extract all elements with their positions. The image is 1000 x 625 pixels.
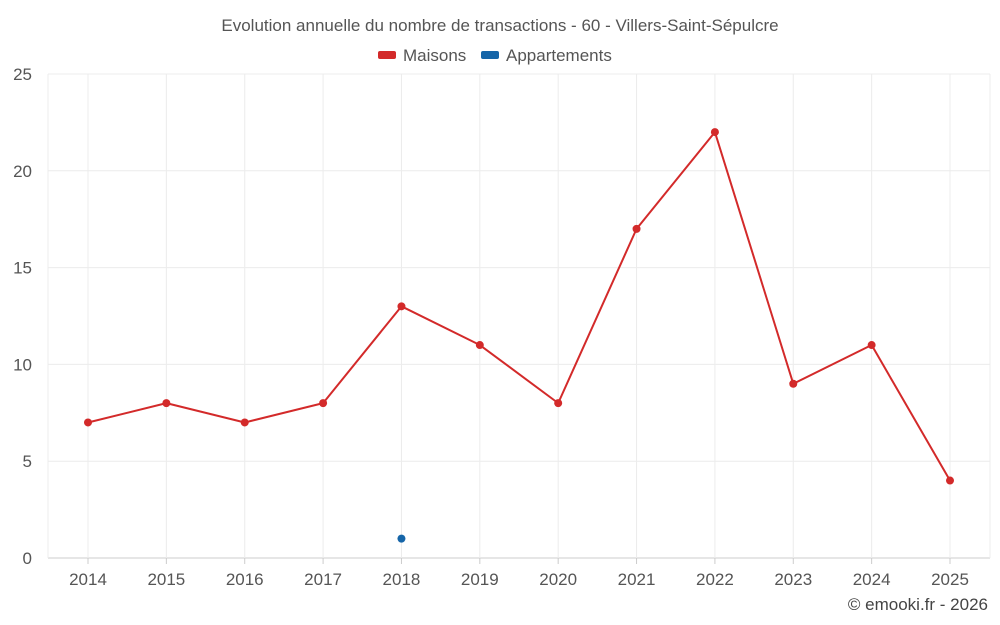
grid bbox=[47, 73, 991, 559]
series-appartements bbox=[397, 534, 406, 543]
legend-swatch-maisons bbox=[378, 51, 396, 59]
x-tick-label: 2020 bbox=[539, 570, 577, 589]
x-tick-label: 2015 bbox=[147, 570, 185, 589]
x-tick-label: 2016 bbox=[226, 570, 264, 589]
x-tick-label: 2018 bbox=[383, 570, 421, 589]
data-point-appartements-2018[interactable] bbox=[397, 534, 406, 543]
data-point-maisons-2019[interactable] bbox=[475, 341, 484, 350]
series-maisons bbox=[84, 128, 954, 485]
y-tick-label: 0 bbox=[23, 549, 32, 568]
chart-title: Evolution annuelle du nombre de transact… bbox=[221, 16, 778, 35]
legend-item-appartements[interactable]: Appartements bbox=[481, 46, 612, 65]
y-tick-label: 20 bbox=[13, 162, 32, 181]
data-point-maisons-2017[interactable] bbox=[319, 399, 328, 408]
data-point-maisons-2024[interactable] bbox=[867, 341, 876, 350]
x-tick-label: 2023 bbox=[774, 570, 812, 589]
y-tick-label: 25 bbox=[13, 65, 32, 84]
x-tick-label: 2021 bbox=[618, 570, 656, 589]
legend-label-appartements: Appartements bbox=[506, 46, 612, 65]
legend: Maisons Appartements bbox=[378, 46, 612, 65]
data-point-maisons-2020[interactable] bbox=[554, 399, 563, 408]
x-tick-label: 2017 bbox=[304, 570, 342, 589]
legend-swatch-appartements bbox=[481, 51, 499, 59]
x-tick-label: 2024 bbox=[853, 570, 891, 589]
x-tick-label: 2025 bbox=[931, 570, 969, 589]
y-tick-label: 10 bbox=[13, 355, 32, 374]
x-tick-label: 2014 bbox=[69, 570, 107, 589]
series bbox=[84, 128, 954, 543]
data-point-maisons-2014[interactable] bbox=[84, 418, 92, 427]
x-tick-label: 2019 bbox=[461, 570, 499, 589]
data-point-maisons-2022[interactable] bbox=[710, 128, 719, 137]
data-point-maisons-2025[interactable] bbox=[946, 476, 954, 485]
series-line-maisons bbox=[87, 131, 951, 482]
data-point-maisons-2016[interactable] bbox=[240, 418, 249, 427]
y-axis-ticks: 0 5 10 15 20 25 bbox=[13, 65, 32, 568]
credit-text: © emooki.fr - 2026 bbox=[848, 595, 988, 614]
data-point-maisons-2021[interactable] bbox=[632, 224, 641, 233]
legend-item-maisons[interactable]: Maisons bbox=[378, 46, 466, 65]
x-tick-label: 2022 bbox=[696, 570, 734, 589]
y-tick-label: 5 bbox=[23, 452, 32, 471]
legend-label-maisons: Maisons bbox=[403, 46, 466, 65]
data-point-maisons-2023[interactable] bbox=[789, 379, 798, 388]
data-point-maisons-2018[interactable] bbox=[397, 302, 406, 311]
x-axis-ticks: 2014 2015 2016 2017 2018 2019 2020 2021 2022 2023… bbox=[69, 558, 969, 589]
data-point-maisons-2015[interactable] bbox=[162, 399, 171, 408]
y-tick-label: 15 bbox=[13, 259, 32, 278]
